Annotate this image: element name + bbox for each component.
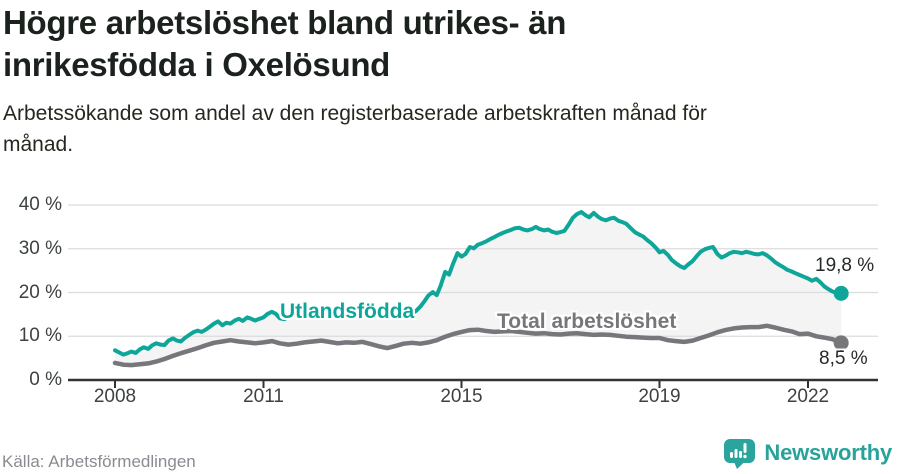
- newsworthy-wordmark: Newsworthy: [764, 440, 892, 465]
- page-title-line1: Högre arbetslöshet bland utrikes- än: [3, 4, 567, 41]
- newsworthy-logo[interactable]: Newsworthy: [723, 437, 892, 469]
- x-tick-label: 2022: [786, 386, 830, 407]
- page-title: Högre arbetslöshet bland utrikes- än inr…: [3, 2, 566, 86]
- x-tick-label: 2008: [93, 386, 137, 407]
- end-dot-total: [833, 335, 849, 351]
- chart-subtitle-line2: månad.: [3, 133, 74, 156]
- end-value-label-total: 8,5 %: [819, 348, 868, 369]
- y-tick-label: 40 %: [18, 194, 62, 215]
- x-tick-label: 2019: [638, 386, 681, 407]
- end-dot-utlandsfodda: [833, 285, 849, 301]
- line-utlandsfodda: [113, 210, 844, 357]
- x-tick-label: 2011: [243, 386, 284, 407]
- chart-subtitle: Arbetssökande som andel av den registerb…: [3, 98, 707, 160]
- series-band: [115, 212, 842, 366]
- y-tick-label: 30 %: [18, 237, 62, 259]
- y-tick-label: 20 %: [18, 281, 62, 303]
- series-label-utlandsfodda: Utlandsfödda: [280, 300, 415, 323]
- newsworthy-icon: [724, 438, 756, 469]
- line-total: [112, 323, 844, 368]
- source-note: Källa: Arbetsförmedlingen: [2, 452, 196, 471]
- x-tick-label: 2015: [440, 386, 483, 407]
- y-tick-label: 10 %: [18, 325, 62, 347]
- page-title-line2: inrikesfödda i Oxelösund: [3, 46, 391, 83]
- chart-subtitle-line1: Arbetssökande som andel av den registerb…: [3, 102, 707, 125]
- y-tick-label: 0 %: [29, 369, 62, 390]
- series-label-total: Total arbetslöshet: [497, 310, 677, 333]
- end-value-label-utlandsfodda: 19,8 %: [815, 255, 875, 276]
